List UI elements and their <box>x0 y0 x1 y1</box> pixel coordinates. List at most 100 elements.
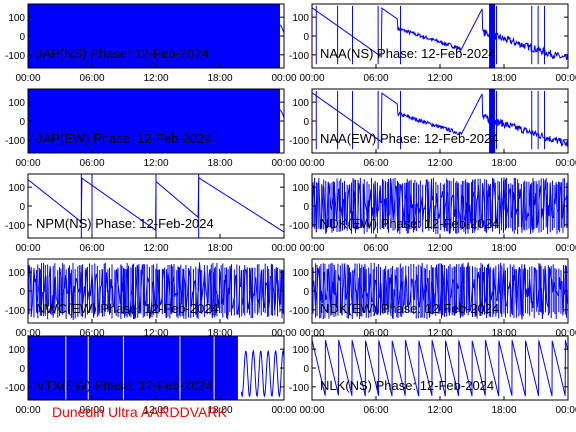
y-tick-label: 100 <box>8 98 25 109</box>
x-tick-label: 06:00 <box>79 243 104 254</box>
series-trace <box>28 4 285 68</box>
x-tick-label: 00:00 <box>271 405 296 416</box>
y-tick-label: 0 <box>19 32 25 43</box>
x-tick-label: 00:00 <box>15 158 40 169</box>
y-tick-label: 0 <box>303 202 309 213</box>
x-tick-label: 00:00 <box>555 328 576 339</box>
noisy-band <box>489 4 496 68</box>
series-line <box>279 24 285 34</box>
trace-gap <box>65 336 67 400</box>
series-line <box>279 109 285 119</box>
x-tick-label: 06:00 <box>79 328 104 339</box>
x-tick-label: 18:00 <box>491 243 516 254</box>
y-tick-label: 100 <box>292 268 309 279</box>
x-tick-label: 12:00 <box>427 243 452 254</box>
x-tick-label: 00:00 <box>15 405 40 416</box>
y-tick-label: 0 <box>303 117 309 128</box>
y-tick-label: 100 <box>8 345 25 356</box>
y-tick-label: 0 <box>303 287 309 298</box>
x-tick-label: 18:00 <box>207 328 232 339</box>
x-tick-label: 00:00 <box>299 158 324 169</box>
chart-title: NLK(NS) Phase: 12-Feb-2024 <box>320 378 494 393</box>
chart-panel: 100 0 -100 00:00 06:00 12:00 18:00 00:00 JAP(NS)… <box>5 3 297 84</box>
chart-panel: 100 0 -100 00:00 06:00 12:00 18:00 00:00 NDK(EW)… <box>289 258 576 339</box>
y-tick-label: 100 <box>292 183 309 194</box>
x-tick-label: 18:00 <box>207 405 232 416</box>
x-tick-label: 00:00 <box>555 158 576 169</box>
y-tick-label: 0 <box>19 287 25 298</box>
x-tick-label: 00:00 <box>15 243 40 254</box>
x-tick-label: 12:00 <box>427 73 452 84</box>
chart-title: NAA(NS) Phase: 12-Feb-2024 <box>320 46 496 61</box>
y-tick-label: 100 <box>8 13 25 24</box>
y-tick-label: -100 <box>289 306 309 317</box>
x-tick-label: 12:00 <box>427 158 452 169</box>
chart-panel: 100 0 -100 00:00 06:00 12:00 18:00 00:00 VTX(EW)… <box>5 335 297 416</box>
x-tick-label: 00:00 <box>15 73 40 84</box>
series-line <box>311 339 569 397</box>
x-tick-label: 00:00 <box>15 328 40 339</box>
x-tick-label: 00:00 <box>271 328 296 339</box>
y-tick-label: -100 <box>5 51 25 62</box>
x-tick-label: 00:00 <box>271 158 296 169</box>
series-trace <box>311 177 569 235</box>
series-line <box>311 92 569 147</box>
y-tick-label: -100 <box>5 221 25 232</box>
x-tick-label: 18:00 <box>207 73 232 84</box>
footer-credit: Dunedin Ultra AARDDVARK <box>52 404 227 420</box>
x-tick-label: 18:00 <box>491 158 516 169</box>
y-tick-label: 0 <box>19 202 25 213</box>
trace-gap <box>179 336 181 400</box>
series-trace <box>28 336 285 400</box>
dense-trace <box>28 336 238 400</box>
x-tick-label: 00:00 <box>555 243 576 254</box>
x-tick-label: 00:00 <box>299 243 324 254</box>
chart-title: NPM(NS) Phase: 12-Feb-2024 <box>36 216 214 231</box>
x-tick-label: 18:00 <box>491 73 516 84</box>
x-tick-label: 00:00 <box>555 73 576 84</box>
series-trace <box>27 262 285 320</box>
x-tick-label: 00:00 <box>271 243 296 254</box>
y-tick-label: -100 <box>289 51 309 62</box>
chart-title: JAP(NS) Phase: 12-Feb-2024 <box>36 46 209 61</box>
y-tick-label: -100 <box>289 383 309 394</box>
series-line <box>27 262 285 320</box>
x-tick-label: 06:00 <box>79 158 104 169</box>
chart-title: NDK(EW) Phase: 12-Feb-2024 <box>320 301 499 316</box>
series-line <box>311 262 569 320</box>
series-line <box>311 7 569 61</box>
x-tick-label: 18:00 <box>207 243 232 254</box>
x-tick-label: 12:00 <box>427 405 452 416</box>
y-tick-label: -100 <box>289 221 309 232</box>
y-tick-label: -100 <box>5 383 25 394</box>
trace-gap <box>213 336 215 400</box>
series-trace <box>311 89 569 153</box>
x-tick-label: 00:00 <box>555 405 576 416</box>
series-trace <box>311 262 569 320</box>
x-tick-label: 12:00 <box>427 328 452 339</box>
x-tick-label: 18:00 <box>491 328 516 339</box>
y-tick-label: 100 <box>292 345 309 356</box>
y-tick-label: 100 <box>8 183 25 194</box>
chart-panel: 100 0 -100 00:00 06:00 12:00 18:00 00:00 JAP(EW)… <box>5 88 297 169</box>
y-tick-label: 0 <box>303 364 309 375</box>
y-tick-label: 100 <box>292 13 309 24</box>
y-tick-label: 0 <box>303 32 309 43</box>
chart-title: NWC(EW) Phase: 12-Feb-2024 <box>36 301 219 316</box>
chart-panel: 100 0 -100 00:00 06:00 12:00 18:00 00:00 NPM(NS)… <box>5 173 297 254</box>
x-tick-label: 12:00 <box>143 243 168 254</box>
x-tick-label: 06:00 <box>363 405 388 416</box>
y-tick-label: -100 <box>289 136 309 147</box>
trace-gap <box>122 336 124 400</box>
chart-title: JAP(EW) Phase: 12-Feb-2024 <box>36 131 212 146</box>
chart-panel: 100 0 -100 00:00 06:00 12:00 18:00 00:00 NWC(EW)… <box>5 258 297 339</box>
y-tick-label: -100 <box>5 306 25 317</box>
y-tick-label: 100 <box>8 268 25 279</box>
series-line <box>240 349 285 399</box>
series-trace <box>311 4 569 68</box>
trace-gap <box>87 336 89 400</box>
chart-panel: 100 0 -100 00:00 06:00 12:00 18:00 00:00 NDK(EW)… <box>289 173 576 254</box>
chart-title: VTX(EW) Phase: 12-Feb-2024 <box>36 378 213 393</box>
chart-title: NDK(EW) Phase: 12-Feb-2024 <box>320 216 499 231</box>
